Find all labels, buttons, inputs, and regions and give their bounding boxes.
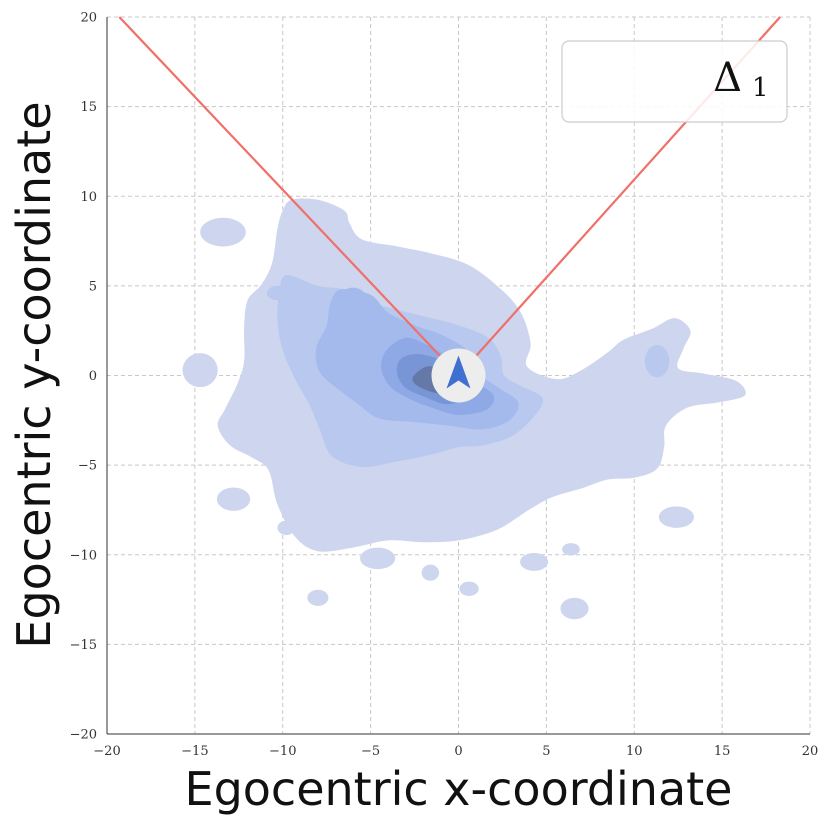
x-tick-label: −20	[93, 744, 120, 759]
density-contour-level-0	[277, 520, 296, 536]
density-contour-level-0	[560, 597, 589, 620]
y-tick-label: 20	[80, 11, 97, 26]
legend-label: Δ	[713, 55, 742, 101]
x-axis-label: Egocentric x-coordinate	[185, 762, 733, 816]
density-contour-level-0	[459, 581, 479, 596]
boundary-line	[118, 16, 460, 377]
density-contour-level-1	[326, 409, 355, 432]
x-tick-labels: −20 −15 −10 −5 0 5 10 15 20	[93, 744, 818, 759]
y-tick-label: −5	[78, 459, 97, 474]
density-contour-level-0	[658, 506, 695, 528]
x-tick-label: −10	[269, 744, 296, 759]
density-contour-level-0	[182, 353, 218, 388]
density-contour-level-0	[216, 487, 251, 511]
y-tick-label: −10	[70, 548, 97, 563]
y-tick-label: −20	[70, 728, 97, 743]
legend-subscript: 1	[752, 73, 769, 103]
y-tick-label: 5	[89, 279, 97, 294]
plot-frame	[106, 17, 810, 735]
y-tick-label: 15	[80, 100, 97, 115]
density-contour-level-0	[307, 589, 329, 606]
x-tick-label: 5	[542, 744, 550, 759]
density-contour-level-0	[520, 552, 549, 571]
arrow-icon	[446, 355, 471, 389]
y-axis-label: Egocentric y-coordinate	[7, 101, 61, 648]
x-tick-label: 0	[454, 744, 462, 759]
y-tick-label: 0	[89, 369, 97, 384]
x-tick-label: 15	[714, 744, 731, 759]
density-contour-level-1	[644, 345, 670, 378]
density-contour-level-0	[360, 547, 396, 570]
x-tick-label: −15	[181, 744, 208, 759]
legend-box	[561, 40, 788, 123]
density-contour-level-2	[340, 287, 366, 306]
density-contour-level-1	[266, 285, 289, 301]
x-tick-label: −5	[361, 744, 380, 759]
y-tick-label: −15	[70, 638, 97, 653]
y-tick-label: 10	[80, 190, 97, 205]
density-contour-level-0	[200, 217, 246, 247]
legend: Δ 1	[561, 40, 788, 123]
x-tick-label: 20	[802, 744, 819, 759]
y-tick-labels: −20 −15 −10 −5 0 5 10 15 20	[70, 11, 97, 743]
x-tick-label: 10	[626, 744, 643, 759]
agent-marker	[431, 348, 486, 403]
density-contour-level-0	[562, 543, 580, 556]
density-contour-level-0	[421, 564, 440, 581]
